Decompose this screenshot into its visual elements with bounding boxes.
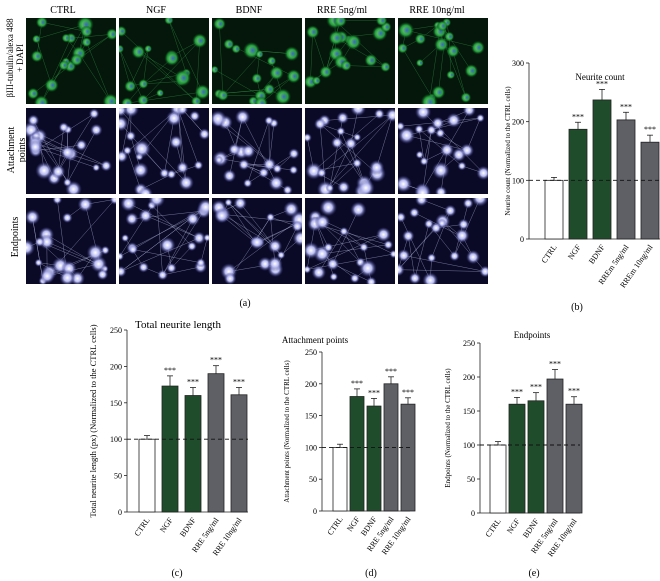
column-header-rre5: RRE 5ng/ml xyxy=(317,5,368,16)
significance-label: *** xyxy=(572,112,584,121)
column-header-bdnf: BDNF xyxy=(236,5,263,16)
y-axis-label: Attachment points (Normalized to the CTR… xyxy=(283,360,291,503)
y-tick-label: 100 xyxy=(110,435,122,444)
y-tick-label: 50 xyxy=(309,475,317,484)
column-header-ngf: NGF xyxy=(146,5,166,16)
y-tick-label: 0 xyxy=(118,508,122,517)
micrograph-tile xyxy=(398,198,488,284)
significance-label: *** xyxy=(233,378,245,387)
panel-label: (c) xyxy=(171,568,182,579)
bar xyxy=(138,438,156,513)
micrograph-tile xyxy=(305,108,395,194)
panel-label: (b) xyxy=(571,302,583,313)
bar xyxy=(544,179,564,240)
chart-title: Endpoints xyxy=(514,330,551,340)
micrograph-tile xyxy=(212,108,302,194)
y-tick-label: 0 xyxy=(313,507,317,516)
micrograph-tile xyxy=(212,18,302,104)
significance-label: *** xyxy=(368,388,380,397)
significance-label: *** xyxy=(164,366,176,375)
micrograph-tile xyxy=(305,198,395,284)
bar xyxy=(332,446,348,512)
significance-label: *** xyxy=(511,387,523,396)
y-tick-label: 100 xyxy=(512,176,524,185)
micrograph-tile xyxy=(119,198,209,284)
micrograph-tile xyxy=(26,18,116,104)
micrograph-tile xyxy=(398,18,488,104)
panel-label-a: (a) xyxy=(239,298,250,309)
row-label-tubulin: βIII-tubulin/alexa 488+ DAPI xyxy=(5,18,25,98)
y-tick-label: 300 xyxy=(512,59,524,68)
chart-attachment-points: Attachment points 0 50 100 150 200 250 Attachme… xyxy=(282,335,416,579)
bar xyxy=(616,119,636,240)
y-axis-label: Total neurite length (px) (Normalized to… xyxy=(88,324,98,517)
micrograph-tile xyxy=(119,18,209,104)
significance-label: *** xyxy=(568,387,580,396)
significance-label: *** xyxy=(351,379,363,388)
row-label-endpoints: Endpoints xyxy=(10,217,21,258)
micrograph-tile xyxy=(212,198,302,284)
significance-label: *** xyxy=(385,367,397,376)
significance-label: *** xyxy=(210,356,222,365)
micrograph-tile xyxy=(26,198,116,284)
microscopy-panel: CTRL NGF BDNF RRE 5ng/ml RRE 10ng/ml βII… xyxy=(5,5,488,309)
row-label-attachment: Attachmentpoints xyxy=(6,126,28,173)
bar xyxy=(161,385,179,513)
significance-label: *** xyxy=(644,125,656,134)
micrograph-tile xyxy=(305,18,395,104)
panel-label: (d) xyxy=(365,568,377,579)
significance-label: *** xyxy=(549,360,561,369)
significance-label: *** xyxy=(402,388,414,397)
y-tick-label: 0 xyxy=(520,235,524,244)
bar xyxy=(640,141,660,240)
bar xyxy=(546,378,564,514)
y-tick-label: 250 xyxy=(463,339,475,348)
y-tick-label: 200 xyxy=(512,118,524,127)
y-tick-label: 50 xyxy=(114,472,122,481)
y-tick-label: 100 xyxy=(305,443,317,452)
bar xyxy=(400,403,416,512)
y-tick-label: 250 xyxy=(110,326,122,335)
chart-title: Neurite count xyxy=(575,72,625,82)
bar xyxy=(366,405,382,512)
micrograph-tile xyxy=(26,108,116,194)
significance-label: *** xyxy=(596,79,608,88)
micrograph-tile xyxy=(398,108,488,194)
y-tick-label: 150 xyxy=(463,407,475,416)
significance-label: *** xyxy=(620,102,632,111)
y-tick-label: 200 xyxy=(463,373,475,382)
significance-label: *** xyxy=(530,383,542,392)
bar xyxy=(230,394,248,513)
bar xyxy=(508,403,526,514)
y-tick-label: 200 xyxy=(305,380,317,389)
y-tick-label: 250 xyxy=(305,348,317,357)
chart-title: Attachment points xyxy=(282,335,349,345)
y-axis-label: Endpoints (Normalized to the CTRL cells) xyxy=(444,368,452,488)
y-tick-label: 150 xyxy=(305,412,317,421)
y-tick-label: 50 xyxy=(467,475,475,484)
bar xyxy=(568,128,588,240)
chart-title: Total neurite length xyxy=(135,319,221,331)
bar xyxy=(565,403,583,514)
bar xyxy=(349,396,365,512)
bar xyxy=(592,99,612,240)
y-tick-label: 200 xyxy=(110,362,122,371)
column-header-rre10: RRE 10ng/ml xyxy=(409,5,465,16)
micrograph-tile xyxy=(119,108,209,194)
bar xyxy=(207,373,225,513)
y-tick-label: 150 xyxy=(110,399,122,408)
panel-label: (e) xyxy=(528,568,539,579)
bar xyxy=(184,395,202,513)
significance-label: *** xyxy=(187,378,199,387)
bar xyxy=(527,400,545,514)
bar xyxy=(489,444,507,514)
y-tick-label: 100 xyxy=(463,441,475,450)
y-tick-label: 0 xyxy=(471,509,475,518)
column-header-ctrl: CTRL xyxy=(50,5,76,16)
y-axis-label: Neurite count (Normalized to the CTRL ce… xyxy=(504,86,512,216)
